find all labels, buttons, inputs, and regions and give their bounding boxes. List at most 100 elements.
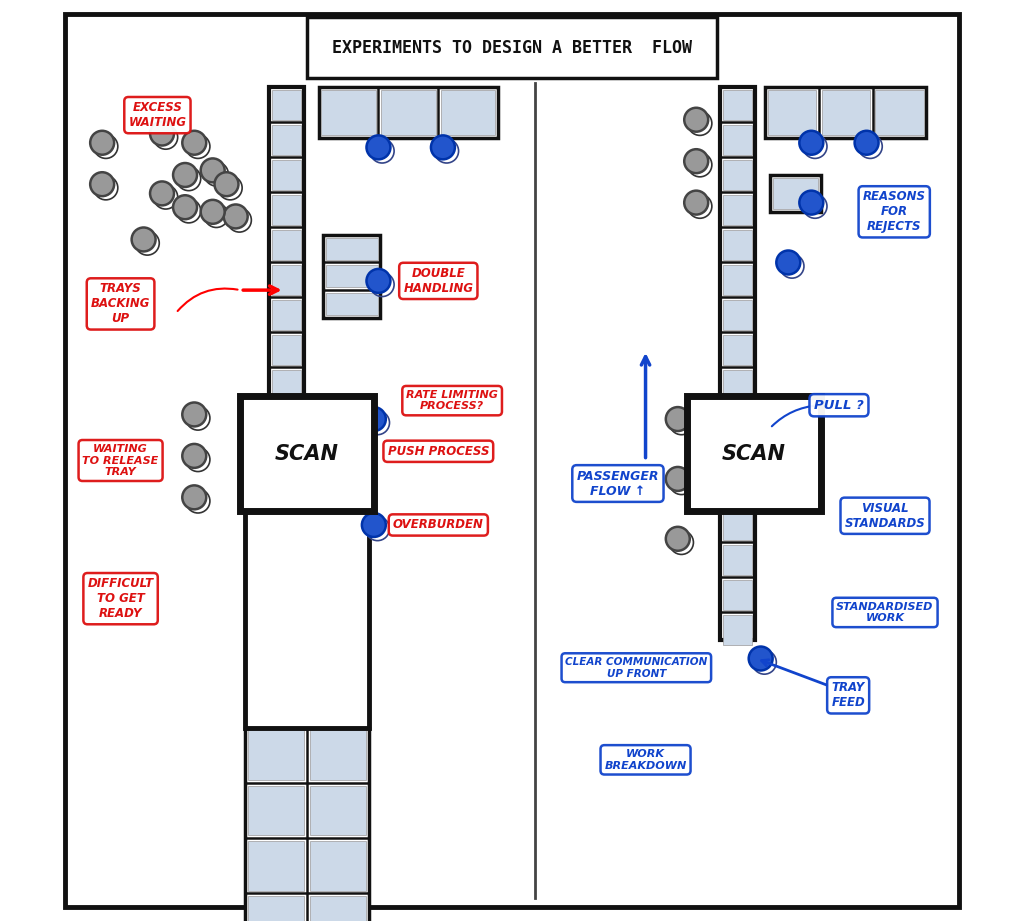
Bar — [271, 335, 301, 365]
Bar — [326, 293, 378, 315]
Bar — [248, 786, 304, 835]
Circle shape — [90, 172, 114, 196]
FancyBboxPatch shape — [241, 396, 374, 511]
Bar — [326, 238, 378, 260]
Bar — [770, 175, 820, 212]
Circle shape — [182, 485, 206, 509]
Bar — [723, 230, 753, 260]
Bar — [248, 896, 304, 921]
Text: VISUAL
STANDARDS: VISUAL STANDARDS — [845, 502, 926, 530]
Bar — [381, 90, 435, 135]
Circle shape — [800, 131, 823, 155]
Text: DOUBLE
HANDLING: DOUBLE HANDLING — [403, 267, 473, 295]
Circle shape — [361, 407, 386, 431]
Bar — [773, 178, 818, 209]
Circle shape — [666, 407, 690, 431]
Circle shape — [151, 122, 174, 146]
Circle shape — [201, 158, 224, 182]
Bar — [765, 87, 927, 138]
Bar — [245, 728, 370, 921]
Circle shape — [173, 195, 197, 219]
Bar — [271, 405, 301, 435]
Text: RATE LIMITING
PROCESS?: RATE LIMITING PROCESS? — [407, 390, 498, 412]
Circle shape — [800, 191, 823, 215]
Bar — [723, 300, 753, 330]
Circle shape — [132, 227, 156, 251]
Bar — [271, 300, 301, 330]
Bar — [310, 841, 367, 891]
Circle shape — [684, 149, 709, 173]
Circle shape — [201, 200, 224, 224]
FancyBboxPatch shape — [66, 14, 958, 907]
Circle shape — [776, 251, 801, 274]
Bar — [723, 335, 753, 365]
Bar — [876, 90, 924, 135]
Bar — [723, 615, 753, 645]
Circle shape — [684, 108, 709, 132]
Text: WAITING
TO RELEASE
TRAY: WAITING TO RELEASE TRAY — [83, 444, 159, 477]
Bar — [271, 230, 301, 260]
Bar — [271, 265, 301, 295]
Bar — [322, 90, 376, 135]
Bar — [723, 475, 753, 505]
Bar — [723, 125, 753, 155]
Circle shape — [666, 467, 690, 491]
Circle shape — [367, 135, 390, 159]
Circle shape — [708, 435, 731, 459]
Bar — [723, 265, 753, 295]
Bar — [245, 507, 370, 728]
Circle shape — [431, 135, 455, 159]
Circle shape — [223, 204, 248, 228]
Bar — [720, 87, 755, 640]
Text: SCAN: SCAN — [722, 444, 785, 463]
Bar — [271, 125, 301, 155]
Text: PUSH PROCESS: PUSH PROCESS — [387, 445, 489, 458]
Circle shape — [214, 172, 239, 196]
Circle shape — [684, 191, 709, 215]
Circle shape — [182, 444, 206, 468]
Bar — [271, 90, 301, 120]
Text: SCAN: SCAN — [275, 444, 339, 463]
Bar — [269, 87, 304, 437]
Circle shape — [666, 527, 690, 551]
Bar — [271, 160, 301, 190]
Bar — [723, 580, 753, 610]
Bar — [326, 265, 378, 287]
Bar — [248, 730, 304, 780]
Bar — [248, 841, 304, 891]
Bar — [441, 90, 496, 135]
Bar — [723, 440, 753, 470]
Text: STANDARDISED
WORK: STANDARDISED WORK — [837, 601, 934, 624]
Bar — [723, 160, 753, 190]
Circle shape — [90, 131, 114, 155]
Circle shape — [182, 402, 206, 426]
FancyBboxPatch shape — [687, 396, 820, 511]
Text: REASONS
FOR
REJECTS: REASONS FOR REJECTS — [862, 191, 926, 233]
Circle shape — [367, 269, 390, 293]
Text: DIFFICULT
TO GET
READY: DIFFICULT TO GET READY — [87, 577, 154, 620]
Bar — [723, 195, 753, 225]
Bar — [723, 90, 753, 120]
Circle shape — [361, 513, 386, 537]
Bar — [723, 405, 753, 435]
Text: OVERBURDEN: OVERBURDEN — [393, 519, 483, 531]
Circle shape — [151, 181, 174, 205]
Circle shape — [173, 163, 197, 187]
Text: EXCESS
WAITING: EXCESS WAITING — [128, 101, 186, 129]
Text: PULL ?: PULL ? — [814, 399, 864, 412]
Text: TRAY
FEED: TRAY FEED — [831, 682, 865, 709]
Circle shape — [182, 131, 206, 155]
Bar — [723, 510, 753, 540]
Text: WORK
BREAKDOWN: WORK BREAKDOWN — [604, 749, 687, 771]
Bar — [723, 370, 753, 400]
Text: EXPERIMENTS TO DESIGN A BETTER  FLOW: EXPERIMENTS TO DESIGN A BETTER FLOW — [332, 39, 692, 57]
Bar — [271, 370, 301, 400]
Bar — [271, 195, 301, 225]
Bar — [822, 90, 870, 135]
Bar — [723, 545, 753, 575]
Bar — [310, 786, 367, 835]
Bar — [310, 730, 367, 780]
Text: CLEAR COMMUNICATION
UP FRONT: CLEAR COMMUNICATION UP FRONT — [565, 657, 708, 679]
Text: PASSENGER
FLOW ↑: PASSENGER FLOW ↑ — [577, 470, 659, 497]
Bar — [318, 87, 499, 138]
